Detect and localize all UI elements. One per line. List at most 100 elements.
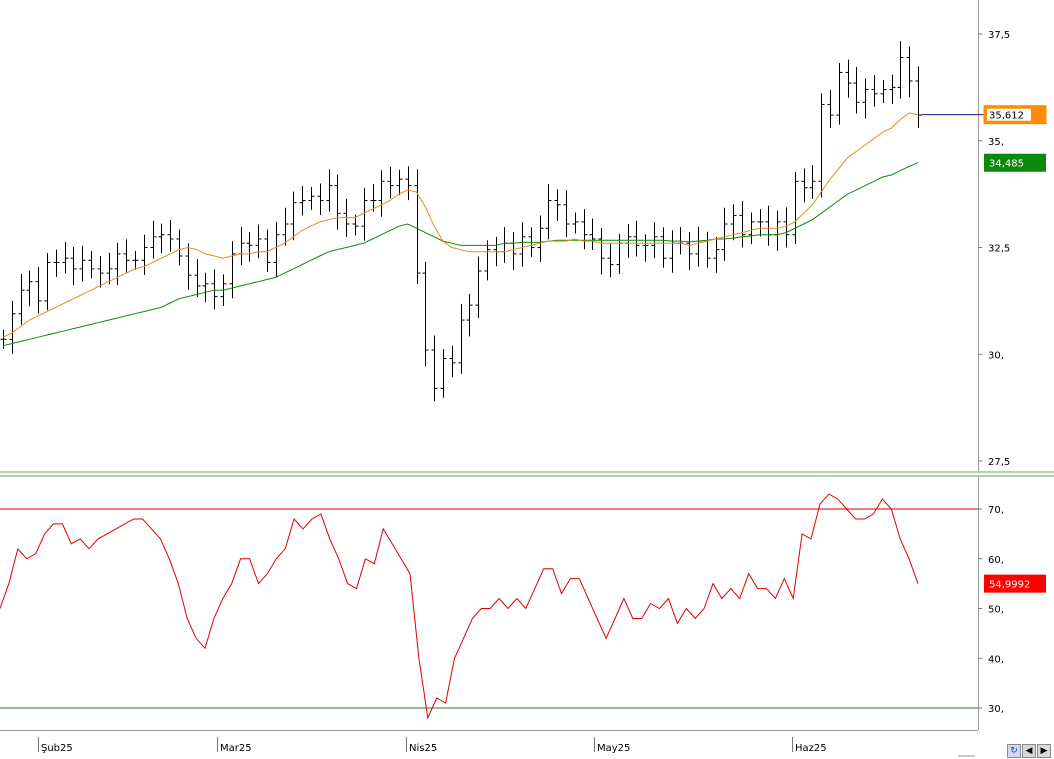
ohlc-bar	[255, 224, 262, 259]
scroll-right-icon[interactable]: ▶	[1037, 744, 1051, 758]
rsi-tick-label: 30,	[988, 704, 1004, 715]
ohlc-bar	[361, 187, 368, 241]
ohlc-bar	[282, 207, 289, 246]
ohlc-bar	[229, 241, 236, 299]
ohlc-bar	[440, 349, 447, 398]
ohlc-bar	[238, 227, 245, 266]
ohlc-bar	[396, 169, 403, 195]
ohlc-bar	[466, 294, 473, 337]
price-tick-label: 27,5	[988, 457, 1010, 468]
ma-short-badge-inner	[987, 108, 1031, 121]
rsi-badge-label: 54,9992	[989, 580, 1030, 591]
ohlc-bar	[370, 184, 377, 212]
ohlc-bar	[308, 186, 315, 210]
ohlc-bar	[158, 223, 165, 254]
ohlc-bar	[26, 270, 33, 307]
ohlc-bar	[273, 221, 280, 277]
ohlc-bar	[739, 200, 746, 248]
ohlc-bar	[554, 189, 561, 222]
price-tick-label: 37,5	[988, 30, 1010, 41]
price-tick-label: 32,5	[988, 244, 1010, 255]
ohlc-bar	[378, 170, 385, 217]
rsi-tick-label: 40,	[988, 654, 1004, 665]
ohlc-bar	[299, 186, 306, 216]
ohlc-bar	[150, 220, 157, 259]
rsi-tick-label: 50,	[988, 605, 1004, 616]
ohlc-bar	[827, 89, 834, 128]
rsi-tick-label: 70,	[988, 505, 1004, 516]
ohlc-bar	[264, 229, 271, 272]
ohlc-bar	[607, 243, 614, 278]
ohlc-bar	[475, 256, 482, 318]
ohlc-bar	[589, 218, 596, 251]
price-tick-label: 35,	[988, 137, 1004, 148]
ohlc-bar	[783, 207, 790, 248]
ma-long-badge-bg	[984, 153, 1046, 172]
ohlc-bar	[422, 262, 429, 367]
ma-long-badge: 34,485	[984, 153, 1046, 172]
ohlc-bar	[458, 303, 465, 374]
ohlc-bar	[317, 183, 324, 216]
ohlc-bar	[194, 259, 201, 298]
ohlc-bar	[141, 234, 148, 275]
ohlc-bar	[79, 245, 86, 282]
ma-short-badge: 35,612	[983, 105, 1047, 125]
ohlc-bar	[18, 273, 25, 325]
ohlc-bar	[290, 191, 297, 241]
chart-navigation: ↻ ◀ ▶	[1005, 744, 1052, 759]
ohlc-bar	[686, 232, 693, 271]
ohlc-bar	[642, 234, 649, 262]
ohlc-bar	[598, 227, 605, 275]
ohlc-bar	[510, 232, 517, 271]
ohlc-bar	[246, 232, 253, 262]
ohlc-bar	[897, 41, 904, 99]
ohlc-bar	[176, 229, 183, 266]
ohlc-bar	[70, 247, 77, 286]
ohlc-bar	[836, 63, 843, 125]
ohlc-bar	[167, 220, 174, 252]
ohlc-bar	[106, 252, 113, 285]
ohlc-bar	[880, 80, 887, 104]
ma-short-badge-label: 35,612	[989, 111, 1024, 122]
ohlc-bar	[765, 205, 772, 246]
ohlc-bar	[633, 220, 640, 257]
ohlc-bar	[581, 209, 588, 250]
moving-average-short-line	[2, 112, 919, 338]
ohlc-bar	[334, 174, 341, 230]
ohlc-bar	[669, 230, 676, 273]
ohlc-bar	[572, 212, 579, 234]
ohlc-bar	[62, 241, 69, 274]
ohlc-bar	[211, 269, 218, 310]
ohlc-bar	[713, 236, 720, 273]
date-axis: Şub25 Mar25 Nis25 May25 Haz25	[0, 730, 978, 757]
ohlc-bar	[757, 209, 764, 237]
ohlc-bar	[519, 222, 526, 267]
ohlc-bar	[484, 240, 491, 281]
ohlc-bar	[792, 171, 799, 245]
scroll-left-icon[interactable]: ◀	[1022, 744, 1036, 758]
moving-average-long-line	[2, 162, 919, 347]
ohlc-bar	[387, 166, 394, 199]
ohlc-bar	[352, 214, 359, 236]
ohlc-bar	[537, 215, 544, 263]
refresh-icon[interactable]: ↻	[1007, 744, 1021, 758]
rsi-tick-label: 60,	[988, 555, 1004, 566]
ohlc-bar	[871, 74, 878, 107]
date-label: Şub25	[41, 743, 73, 754]
date-label: Haz25	[795, 743, 827, 754]
ohlc-bar	[88, 250, 95, 279]
ohlc-bar	[748, 212, 755, 245]
ohlc-bar	[801, 168, 808, 203]
ohlc-bar	[114, 242, 121, 286]
price-plot-area	[0, 0, 978, 471]
ohlc-bar	[326, 169, 333, 212]
ohlc-bar	[44, 253, 51, 311]
price-tick-label: 30,	[988, 350, 1004, 361]
ohlc-bar	[563, 190, 570, 237]
rsi-line	[0, 493, 919, 720]
ohlc-bar	[501, 227, 508, 263]
ohlc-bar	[906, 46, 913, 98]
ohlc-bar	[414, 169, 421, 285]
rsi-badge-bg	[984, 574, 1046, 593]
